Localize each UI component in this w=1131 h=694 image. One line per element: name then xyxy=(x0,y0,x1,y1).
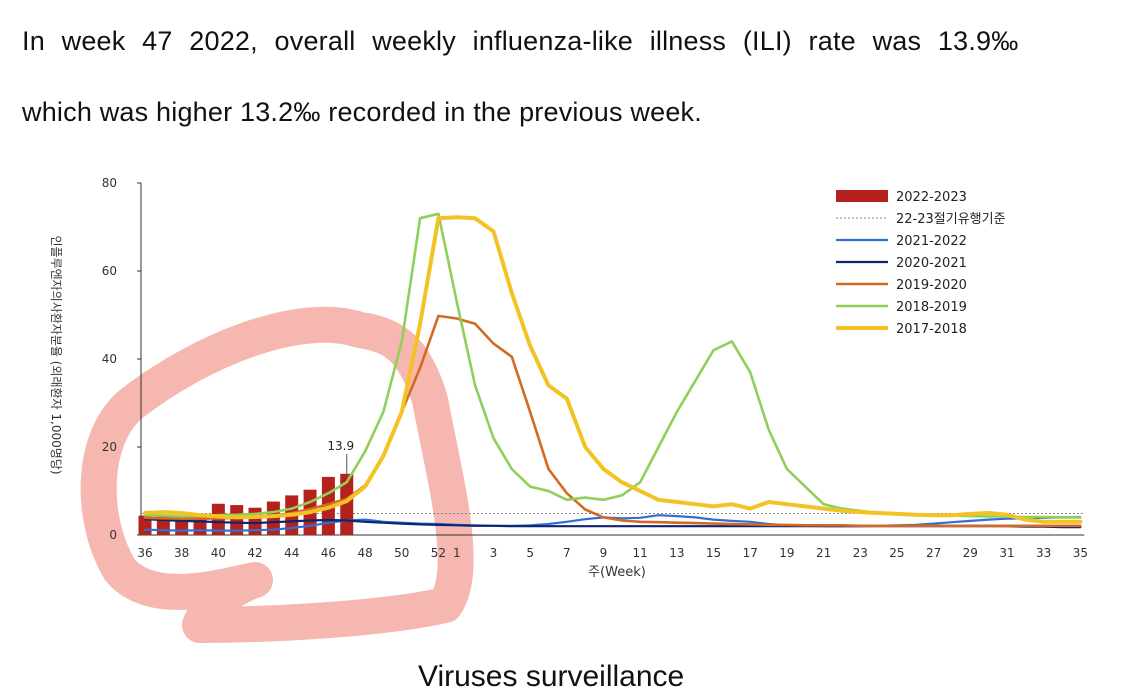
x-tick-label: 42 xyxy=(247,546,262,560)
x-tick-label: 1 xyxy=(453,546,461,560)
x-tick-label: 44 xyxy=(284,546,299,560)
x-tick-label: 3 xyxy=(490,546,498,560)
highlight-stroke xyxy=(80,306,474,643)
series-line-2017-2018 xyxy=(143,215,1083,524)
x-tick-label: 11 xyxy=(633,546,648,560)
x-tick-label: 33 xyxy=(1036,546,1051,560)
x-tick-label: 13 xyxy=(669,546,684,560)
legend-label: 2021-2022 xyxy=(896,234,967,249)
x-axis-title: 주(Week) xyxy=(588,565,646,580)
season-lines xyxy=(143,212,1083,532)
bar-2022-2023 xyxy=(230,505,244,535)
y-tick-label: 60 xyxy=(102,264,117,278)
bar-2022-2023 xyxy=(266,501,280,535)
footer-partial-text: Viruses surveillance xyxy=(418,660,685,693)
x-tick-label: 48 xyxy=(357,546,372,560)
x-tick-label: 19 xyxy=(779,546,794,560)
x-tick-label: 50 xyxy=(394,546,409,560)
x-tick-label: 9 xyxy=(600,546,608,560)
x-tick-label: 25 xyxy=(889,546,904,560)
x-tick-label: 23 xyxy=(853,546,868,560)
legend: 2022-2023 22-23절기유행기준 2021-2022 2020-2021 20… xyxy=(836,190,1006,337)
x-tick-label: 21 xyxy=(816,546,831,560)
x-tick-label: 31 xyxy=(999,546,1014,560)
y-axis-title: 인플루엔자의사환자분율 (외래환자 1,000명당) xyxy=(49,235,63,474)
x-tick-label: 17 xyxy=(743,546,758,560)
legend-label: 2017-2018 xyxy=(896,322,967,337)
x-tick-label: 27 xyxy=(926,546,941,560)
y-tick-label: 0 xyxy=(109,528,117,542)
legend-label: 2018-2019 xyxy=(896,300,967,315)
x-tick-label: 5 xyxy=(526,546,534,560)
x-tick-label: 15 xyxy=(706,546,721,560)
y-tick-label: 20 xyxy=(102,440,117,454)
legend-label: 2019-2020 xyxy=(896,278,967,293)
bar-annotation: 13.9 xyxy=(327,439,354,453)
series-line-2019-2020 xyxy=(143,314,1082,528)
legend-swatch-bar xyxy=(836,190,888,202)
x-tick-label: 29 xyxy=(963,546,978,560)
y-tick-label: 80 xyxy=(102,176,117,190)
x-tick-label: 40 xyxy=(211,546,226,560)
x-tick-label: 7 xyxy=(563,546,571,560)
x-tick-label: 38 xyxy=(174,546,189,560)
y-tick-label: 40 xyxy=(102,352,117,366)
legend-label: 2022-2023 xyxy=(896,190,967,205)
legend-label: 2020-2021 xyxy=(896,256,967,271)
hand-drawn-highlight xyxy=(80,306,474,643)
legend-label: 22-23절기유행기준 xyxy=(896,211,1006,227)
summary-line-1: In week 47 2022, overall weekly influenz… xyxy=(22,26,1019,56)
x-tick-label: 52 xyxy=(431,546,446,560)
x-tick-label: 35 xyxy=(1073,546,1088,560)
summary-line-2: which was higher 13.2‰ recorded in the p… xyxy=(22,97,702,127)
x-tick-label: 36 xyxy=(137,546,152,560)
x-tick-label: 46 xyxy=(321,546,336,560)
